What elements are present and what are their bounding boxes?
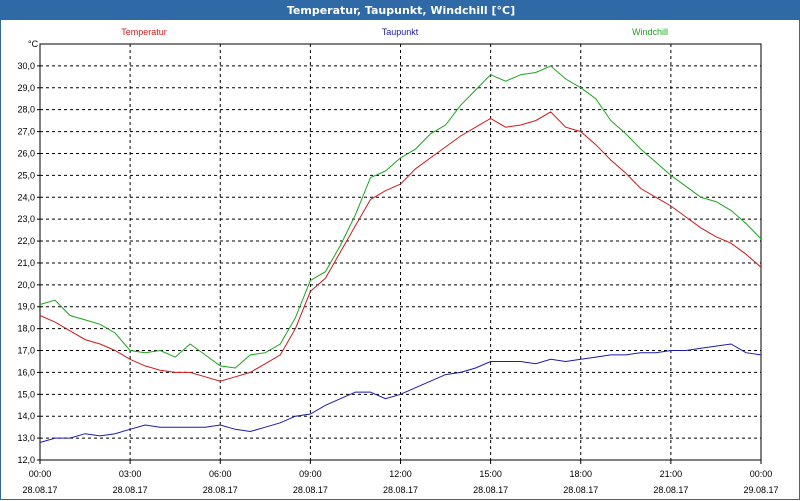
legend-item-windchill: Windchill — [632, 27, 668, 37]
y-tick-label: 25,0 — [17, 170, 35, 180]
y-tick-label: 29,0 — [17, 83, 35, 93]
y-tick-label: 19,0 — [17, 302, 35, 312]
x-tick-time: 15:00 — [479, 469, 502, 479]
y-tick-label: 20,0 — [17, 280, 35, 290]
x-tick-date: 28.08.17 — [383, 485, 418, 495]
series-line-temperatur — [39, 111, 762, 382]
y-axis-ticks: 12,0 13,0 14,0 15,0 16,0 17,0 18,0 19,0 20,0 21,0… — [17, 61, 40, 465]
y-axis-label: °C — [28, 39, 39, 49]
y-tick-label: 16,0 — [17, 367, 35, 377]
series-lines — [39, 65, 762, 443]
x-tick-time: 03:00 — [119, 469, 142, 479]
legend-item-taupunkt: Taupunkt — [382, 27, 419, 37]
y-tick-label: 21,0 — [17, 258, 35, 268]
chart-title: Temperatur, Taupunkt, Windchill [°C] — [1, 1, 800, 20]
plot-area — [39, 43, 762, 461]
x-tick-date: 28.08.17 — [293, 485, 328, 495]
y-tick-label: 27,0 — [17, 127, 35, 137]
series-line-windchill — [39, 65, 762, 369]
x-tick-date: 28.08.17 — [653, 485, 688, 495]
x-tick-date: 28.08.17 — [22, 485, 57, 495]
y-tick-label: 22,0 — [17, 236, 35, 246]
x-tick-date: 28.08.17 — [113, 485, 148, 495]
x-tick-time: 06:00 — [209, 469, 232, 479]
x-tick-time: 21:00 — [660, 469, 683, 479]
y-tick-label: 15,0 — [17, 389, 35, 399]
y-tick-label: 13,0 — [17, 433, 35, 443]
y-tick-label: 12,0 — [17, 455, 35, 465]
x-tick-time: 00:00 — [750, 469, 773, 479]
y-tick-label: 28,0 — [17, 105, 35, 115]
x-axis-ticks: 00:00 28.08.17 03:00 28.08.17 06:00 28.08.17 0… — [22, 460, 779, 495]
y-tick-label: 24,0 — [17, 192, 35, 202]
y-tick-label: 14,0 — [17, 411, 35, 421]
x-tick-date: 29.08.17 — [743, 485, 778, 495]
x-tick-time: 00:00 — [29, 469, 52, 479]
y-tick-label: 17,0 — [17, 346, 35, 356]
legend-item-temperatur: Temperatur — [121, 27, 167, 37]
x-tick-time: 09:00 — [299, 469, 322, 479]
x-tick-time: 12:00 — [389, 469, 412, 479]
y-tick-label: 26,0 — [17, 148, 35, 158]
x-tick-date: 28.08.17 — [203, 485, 238, 495]
x-tick-date: 28.08.17 — [563, 485, 598, 495]
x-tick-date: 28.08.17 — [473, 485, 508, 495]
y-tick-label: 18,0 — [17, 324, 35, 334]
y-tick-label: 30,0 — [17, 61, 35, 71]
chart-svg: 12,0 13,0 14,0 15,0 16,0 17,0 18,0 19,0 20,0 21,0… — [17, 27, 779, 495]
y-tick-label: 23,0 — [17, 214, 35, 224]
x-tick-time: 18:00 — [569, 469, 592, 479]
legend: Temperatur Taupunkt Windchill — [121, 27, 668, 37]
series-line-taupunkt — [39, 343, 762, 443]
grid-lines — [40, 44, 761, 460]
